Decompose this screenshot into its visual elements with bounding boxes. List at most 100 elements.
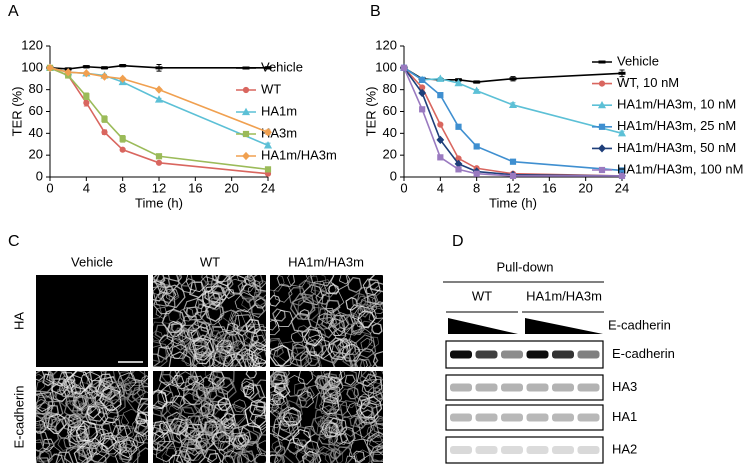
band [577, 446, 600, 454]
cell-outline [86, 441, 108, 463]
legend-label: HA1m/HA3m, 50 nM [617, 140, 736, 155]
cell-outline [221, 455, 236, 463]
band [475, 350, 498, 359]
cell-outline [353, 379, 375, 402]
cell-outline [310, 275, 335, 287]
cell-outline [204, 371, 218, 379]
cell-outline [66, 413, 81, 428]
cell-outline [87, 437, 100, 449]
cell-outline [338, 275, 351, 285]
cell-outline [276, 275, 296, 288]
cell-outline [209, 330, 222, 343]
y-tick-label: 100 [21, 59, 43, 74]
gradient-wedge [448, 318, 518, 334]
x-tick-label: 24 [261, 180, 275, 195]
cell-outline [36, 371, 45, 382]
band-label: HA1 [612, 409, 637, 424]
cell-outline [153, 443, 162, 456]
y-tick-label: 120 [375, 37, 397, 52]
cell-outline [271, 416, 296, 441]
cell-outline [227, 275, 248, 294]
cell-outline [307, 326, 327, 345]
marker [400, 64, 408, 71]
series-line [403, 67, 623, 172]
cell-outline [368, 279, 380, 291]
x-axis-label: Time (h) [489, 195, 537, 210]
marker [100, 72, 109, 81]
row-label: E-cadherin [11, 386, 26, 449]
marker [617, 129, 627, 137]
micrographs [36, 275, 383, 463]
marker [118, 74, 127, 83]
cell-outline [231, 432, 247, 447]
cell-outline [166, 323, 187, 345]
band [552, 446, 574, 454]
cell-outline [210, 275, 234, 295]
marker [264, 166, 272, 173]
cell-outline [112, 414, 130, 432]
cell-outline [256, 440, 266, 457]
marker [242, 86, 250, 94]
cell-outline [86, 452, 107, 463]
cell-texture [270, 275, 383, 367]
cell-outline [227, 310, 246, 330]
band [577, 413, 600, 422]
cell-outline [200, 275, 220, 286]
cell-outline [86, 405, 102, 420]
cell-outline [222, 309, 237, 324]
cell-outline [305, 334, 328, 356]
cell-outline [352, 305, 377, 329]
cell-outline [185, 275, 209, 293]
cell-outline [319, 279, 332, 292]
cell-outline [252, 275, 266, 292]
band [450, 446, 472, 454]
cell-outline [270, 344, 291, 367]
cell-outline [135, 411, 148, 428]
cell-outline [361, 373, 383, 395]
cell-outline [36, 415, 44, 427]
cell-outline [153, 391, 168, 409]
legend-label: WT, 10 nM [617, 75, 679, 90]
marker [454, 78, 463, 87]
cell-outline [153, 389, 168, 410]
marker [618, 172, 626, 180]
cell-outline [63, 447, 88, 463]
marker [119, 64, 127, 68]
cell-outline [273, 283, 293, 303]
y-tick-label: 60 [383, 103, 397, 118]
marker [598, 144, 606, 153]
cell-outline [208, 371, 226, 387]
cell-outline [310, 280, 328, 299]
cell-outline [220, 436, 244, 459]
cell-outline [357, 404, 374, 420]
cell-outline [209, 388, 227, 407]
cell-outline [36, 392, 54, 415]
cell-outline [313, 339, 333, 359]
cell-outline [243, 275, 257, 288]
cell-outline [134, 412, 148, 425]
cell-outline [173, 420, 188, 434]
cell-outline [179, 306, 194, 322]
x-tick-label: 4 [437, 180, 444, 195]
cell-outline [153, 303, 162, 319]
cell-outline [50, 378, 69, 396]
cell-outline [321, 291, 345, 314]
legend-label: HA1m/HA3m, 100 nM [617, 161, 743, 176]
column-label: WT [200, 254, 220, 269]
marker [419, 106, 426, 113]
cell-outline [248, 341, 266, 365]
x-tick-label: 4 [83, 180, 90, 195]
cell-outline [216, 339, 232, 355]
cell-outline [216, 376, 235, 395]
cell-outline [42, 438, 55, 452]
cell-outline [135, 421, 148, 444]
cell-outline [270, 338, 283, 352]
cell-outline [327, 338, 350, 361]
blot-frame [445, 374, 604, 401]
cell-outline [207, 452, 222, 463]
cell-outline [189, 426, 211, 449]
cell-outline [191, 386, 208, 403]
marker [509, 158, 517, 165]
cell-outline [137, 402, 148, 422]
x-tick-label: 8 [473, 180, 480, 195]
